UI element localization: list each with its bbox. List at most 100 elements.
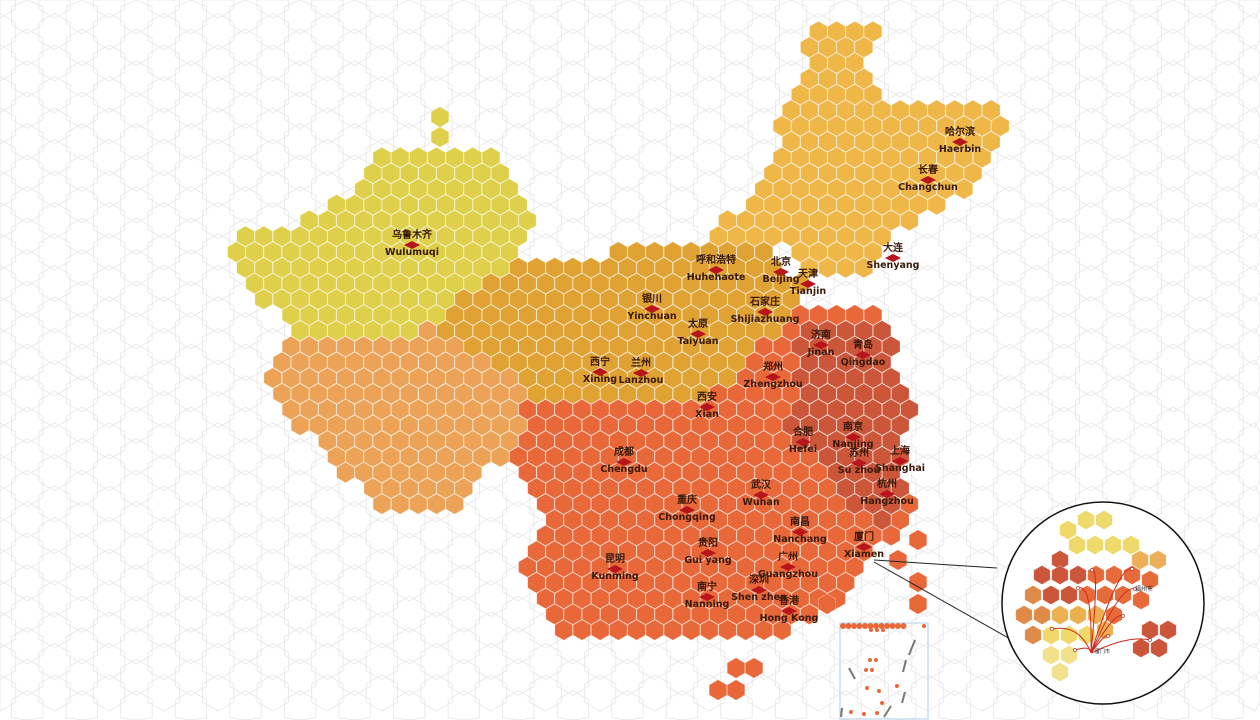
map-hex[interactable] (509, 351, 528, 373)
map-hex[interactable] (590, 619, 610, 641)
map-hex[interactable] (481, 272, 501, 295)
map-hex[interactable] (354, 272, 373, 295)
map-hex[interactable] (709, 572, 728, 594)
map-hex[interactable] (354, 398, 373, 421)
map-hex[interactable] (845, 178, 864, 200)
map-hex[interactable] (718, 430, 737, 452)
map-hex[interactable] (618, 414, 637, 436)
map-hex[interactable] (463, 178, 483, 200)
map-hex[interactable] (372, 146, 392, 169)
map-hex[interactable] (418, 351, 437, 373)
map-hex[interactable] (909, 131, 928, 153)
map-hex[interactable] (290, 320, 310, 342)
map-hex[interactable] (381, 320, 401, 342)
map-hex[interactable] (290, 288, 310, 310)
map-hex[interactable] (672, 446, 692, 468)
map-hex[interactable] (627, 241, 646, 263)
map-hex[interactable] (500, 241, 519, 263)
map-hex[interactable] (672, 477, 692, 499)
map-hex[interactable] (345, 351, 364, 373)
map-hex[interactable] (590, 587, 610, 610)
map-hex[interactable] (909, 99, 928, 121)
map-hex[interactable] (845, 304, 864, 326)
map-hex[interactable] (836, 68, 855, 90)
map-hex[interactable] (709, 540, 728, 562)
map-hex[interactable] (645, 493, 664, 515)
map-hex[interactable] (745, 414, 764, 436)
map-hex[interactable] (772, 430, 792, 452)
map-hex[interactable] (472, 194, 492, 216)
map-hex[interactable] (718, 241, 737, 263)
map-hex[interactable] (827, 83, 846, 106)
map-hex[interactable] (545, 540, 564, 562)
map-hex[interactable] (518, 430, 537, 452)
map-hex[interactable] (563, 414, 583, 436)
map-hex[interactable] (718, 398, 737, 421)
map-hex[interactable] (618, 509, 637, 531)
map-hex[interactable] (418, 414, 437, 436)
map-hex[interactable] (372, 272, 392, 295)
map-hex[interactable] (791, 398, 810, 421)
map-hex[interactable] (845, 524, 864, 547)
map-hex[interactable] (727, 509, 746, 531)
map-hex[interactable] (627, 587, 646, 610)
map-hex[interactable] (527, 257, 546, 279)
map-hex[interactable] (781, 288, 801, 310)
map-hex[interactable] (536, 524, 555, 547)
map-hex[interactable] (672, 540, 692, 562)
map-hex[interactable] (718, 556, 737, 578)
map-hex[interactable] (800, 257, 819, 279)
map-hex[interactable] (572, 493, 592, 515)
map-hex[interactable] (518, 367, 537, 389)
map-hex[interactable] (654, 351, 673, 373)
map-hex[interactable] (872, 383, 892, 405)
map-hex[interactable] (781, 351, 801, 373)
map-hex[interactable] (872, 194, 892, 216)
map-hex[interactable] (609, 272, 628, 295)
city-beijing[interactable]: 北京 Beijing (762, 257, 799, 285)
map-hex[interactable] (436, 257, 455, 279)
map-hex[interactable] (545, 603, 564, 625)
map-hex[interactable] (745, 446, 764, 468)
map-hex[interactable] (781, 162, 801, 184)
map-hex[interactable] (545, 257, 564, 279)
map-hex[interactable] (554, 587, 573, 610)
map-hex[interactable] (327, 414, 346, 436)
map-hex[interactable] (518, 461, 537, 484)
map-hex[interactable] (381, 288, 401, 310)
city-xian[interactable]: 西安 Xian (695, 392, 719, 420)
map-hex[interactable] (718, 619, 737, 641)
map-hex[interactable] (718, 335, 737, 358)
map-hex[interactable] (600, 320, 619, 342)
map-hex[interactable] (827, 493, 846, 515)
map-hex[interactable] (590, 335, 610, 358)
map-hex[interactable] (754, 178, 774, 200)
map-hex[interactable] (809, 209, 828, 232)
map-hex[interactable] (809, 241, 828, 263)
map-hex[interactable] (381, 194, 401, 216)
map-hex[interactable] (299, 335, 319, 358)
map-hex[interactable] (518, 335, 537, 358)
map-hex[interactable] (726, 657, 746, 679)
map-hex[interactable] (636, 257, 655, 279)
map-hex[interactable] (581, 351, 601, 373)
map-hex[interactable] (709, 225, 728, 247)
map-hex[interactable] (563, 603, 583, 625)
map-hex[interactable] (763, 446, 783, 468)
map-hex[interactable] (800, 477, 819, 499)
map-hex[interactable] (481, 367, 501, 389)
city-xiamen[interactable]: 厦门 Xiamen (844, 532, 884, 560)
city-kunming[interactable]: 昆明 Kunming (591, 554, 638, 582)
map-hex[interactable] (463, 241, 483, 263)
map-hex[interactable] (881, 209, 901, 232)
map-hex[interactable] (345, 257, 364, 279)
map-hex[interactable] (727, 414, 746, 436)
map-hex[interactable] (336, 430, 355, 452)
map-hex[interactable] (800, 446, 819, 468)
map-hex[interactable] (681, 241, 701, 263)
map-hex[interactable] (454, 477, 473, 499)
map-hex[interactable] (500, 304, 519, 326)
map-hex[interactable] (381, 383, 401, 405)
map-hex[interactable] (736, 619, 755, 641)
map-hex[interactable] (327, 320, 346, 342)
